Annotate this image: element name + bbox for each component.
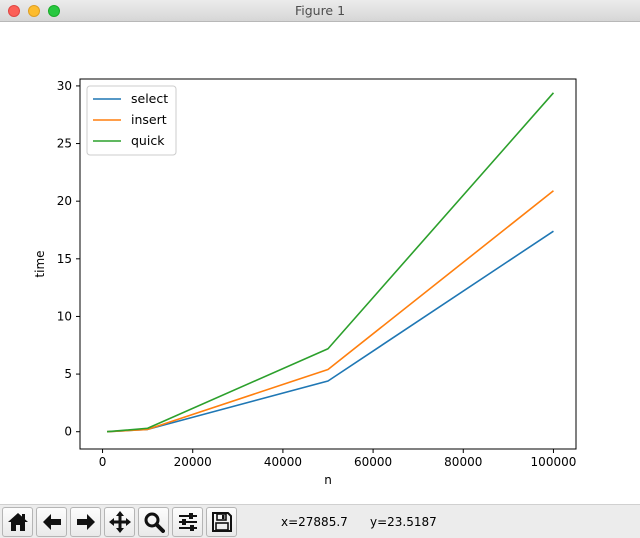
legend-label-insert: insert bbox=[131, 112, 167, 127]
x-tick-label: 0 bbox=[99, 455, 107, 469]
title-bar[interactable]: Figure 1 bbox=[0, 0, 640, 22]
subplots-config-icon bbox=[177, 511, 199, 533]
close-window-button[interactable] bbox=[8, 5, 20, 17]
x-tick-label: 80000 bbox=[444, 455, 482, 469]
cursor-y-readout: y=23.5187 bbox=[370, 515, 437, 529]
y-tick-label: 0 bbox=[64, 425, 72, 439]
y-axis-label: time bbox=[33, 250, 47, 277]
axes-frame bbox=[79, 78, 577, 450]
series-line-insert bbox=[107, 190, 554, 433]
pan-button[interactable] bbox=[104, 507, 135, 537]
legend-label-select: select bbox=[131, 91, 168, 106]
x-tick-label: 20000 bbox=[174, 455, 212, 469]
y-tick-label: 25 bbox=[57, 137, 72, 151]
pan-move-icon bbox=[108, 510, 132, 534]
x-tick-label: 60000 bbox=[354, 455, 392, 469]
legend-box bbox=[86, 85, 177, 156]
minimize-window-button[interactable] bbox=[28, 5, 40, 17]
y-tick-label: 30 bbox=[57, 79, 72, 93]
forward-arrow-icon bbox=[75, 511, 97, 533]
home-icon bbox=[7, 511, 29, 533]
series-line-select bbox=[107, 230, 554, 433]
zoom-magnifier-icon bbox=[143, 511, 165, 533]
x-axis-label: n bbox=[324, 473, 332, 487]
y-tick-label: 10 bbox=[57, 309, 72, 323]
home-button[interactable] bbox=[2, 507, 33, 537]
window-title: Figure 1 bbox=[294, 3, 346, 18]
back-button[interactable] bbox=[36, 507, 67, 537]
configure-subplots-button[interactable] bbox=[172, 507, 203, 537]
save-disk-icon bbox=[211, 511, 233, 533]
figure-canvas[interactable]: 0 20000 40000 60000 80000 100000 0 5 10 15 20 25 30 n… bbox=[0, 22, 640, 504]
legend-label-quick: quick bbox=[131, 133, 165, 148]
y-tick-label: 20 bbox=[57, 194, 72, 208]
forward-button[interactable] bbox=[70, 507, 101, 537]
cursor-x-readout: x=27885.7 bbox=[281, 515, 348, 529]
x-tick-label: 100000 bbox=[531, 455, 577, 469]
y-tick-label: 15 bbox=[57, 252, 72, 266]
y-tick-label: 5 bbox=[64, 367, 72, 381]
back-arrow-icon bbox=[41, 511, 63, 533]
zoom-button[interactable] bbox=[138, 507, 169, 537]
series-line-quick bbox=[106, 92, 555, 433]
save-button[interactable] bbox=[206, 507, 237, 537]
navigation-toolbar: x=27885.7 y=23.5187 bbox=[0, 504, 640, 538]
x-tick-label: 40000 bbox=[264, 455, 302, 469]
zoom-window-button[interactable] bbox=[48, 5, 60, 17]
line-chart: 0 20000 40000 60000 80000 100000 0 5 10 15 20 25 30 n… bbox=[33, 78, 577, 487]
